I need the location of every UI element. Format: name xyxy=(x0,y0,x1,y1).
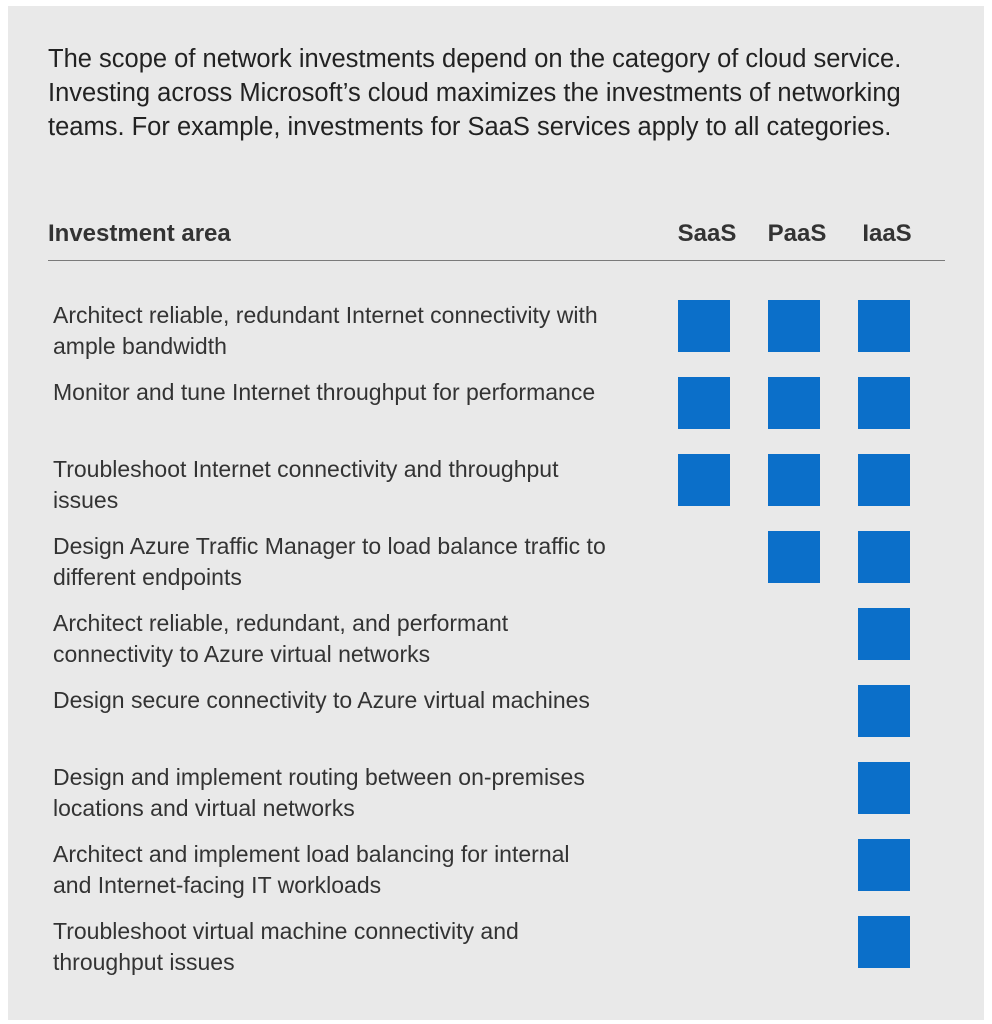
saas-applies-marker xyxy=(678,300,730,352)
paas-applies-marker xyxy=(768,531,820,583)
table-header: Investment area SaaS PaaS IaaS xyxy=(48,220,945,261)
table-row: Architect and implement load balancing f… xyxy=(53,839,945,916)
paas-applies-marker xyxy=(768,377,820,429)
column-header-saas: SaaS xyxy=(677,220,737,247)
investment-area-label: Design Azure Traffic Manager to load bal… xyxy=(53,533,606,590)
iaas-applies-marker xyxy=(858,685,910,737)
saas-applies-marker xyxy=(678,454,730,506)
paas-applies-marker xyxy=(768,839,820,891)
saas-applies-marker xyxy=(678,685,730,737)
table-row: Design Azure Traffic Manager to load bal… xyxy=(53,531,945,608)
investment-area-label: Troubleshoot virtual machine connectivit… xyxy=(53,918,519,975)
table-row: Design and implement routing between on-… xyxy=(53,762,945,839)
saas-applies-marker xyxy=(678,916,730,968)
table-row: Troubleshoot Internet connectivity and t… xyxy=(53,454,945,531)
table-row: Design secure connectivity to Azure virt… xyxy=(53,685,945,762)
paas-applies-marker xyxy=(768,762,820,814)
paas-applies-marker xyxy=(768,608,820,660)
iaas-applies-marker xyxy=(858,377,910,429)
paas-applies-marker xyxy=(768,685,820,737)
investment-area-label: Design secure connectivity to Azure virt… xyxy=(53,687,590,713)
intro-paragraph: The scope of network investments depend … xyxy=(48,45,902,141)
column-header-iaas: IaaS xyxy=(862,220,912,247)
saas-applies-marker xyxy=(678,839,730,891)
iaas-applies-marker xyxy=(858,839,910,891)
iaas-applies-marker xyxy=(858,300,910,352)
iaas-applies-marker xyxy=(858,531,910,583)
column-header-paas: PaaS xyxy=(767,220,827,247)
iaas-applies-marker xyxy=(858,762,910,814)
investment-area-label: Architect and implement load balancing f… xyxy=(53,841,570,898)
table-row: Troubleshoot virtual machine connectivit… xyxy=(53,916,945,993)
table-row: Monitor and tune Internet throughput for… xyxy=(53,377,945,454)
table-row: Architect reliable, redundant, and perfo… xyxy=(53,608,945,685)
table-row: Architect reliable, redundant Internet c… xyxy=(53,300,945,377)
iaas-applies-marker xyxy=(858,608,910,660)
saas-applies-marker xyxy=(678,377,730,429)
saas-applies-marker xyxy=(678,531,730,583)
investment-area-label: Design and implement routing between on-… xyxy=(53,764,585,821)
info-panel: The scope of network investments depend … xyxy=(8,6,984,1020)
iaas-applies-marker xyxy=(858,454,910,506)
saas-applies-marker xyxy=(678,762,730,814)
paas-applies-marker xyxy=(768,916,820,968)
iaas-applies-marker xyxy=(858,916,910,968)
column-header-investment-area: Investment area xyxy=(48,220,231,247)
investment-area-label: Monitor and tune Internet throughput for… xyxy=(53,379,596,405)
investment-area-label: Architect reliable, redundant, and perfo… xyxy=(53,610,509,667)
investment-area-label: Troubleshoot Internet connectivity and t… xyxy=(53,456,559,513)
paas-applies-marker xyxy=(768,300,820,352)
saas-applies-marker xyxy=(678,608,730,660)
investment-area-label: Architect reliable, redundant Internet c… xyxy=(53,302,598,359)
paas-applies-marker xyxy=(768,454,820,506)
